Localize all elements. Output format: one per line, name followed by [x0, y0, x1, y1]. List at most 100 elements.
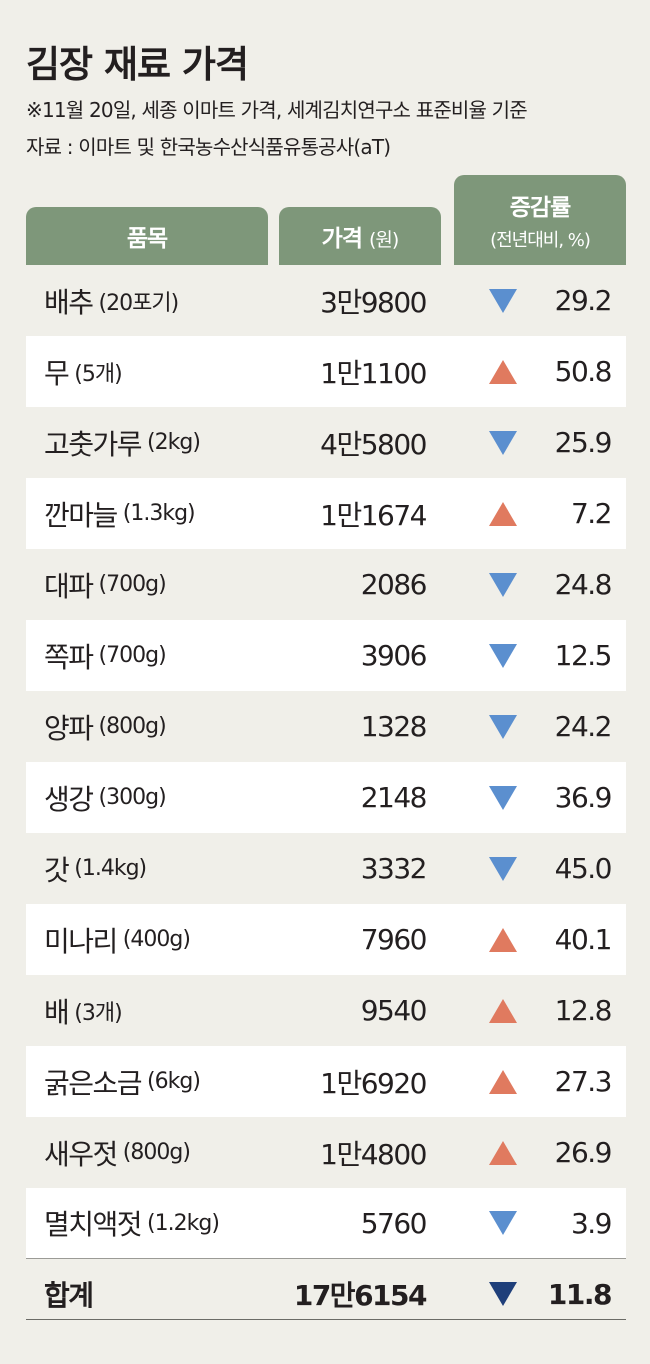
item-cell: 합계 [44, 1259, 94, 1329]
price-cell: 7960 [360, 923, 428, 956]
change-cell: 40.1 [466, 904, 613, 975]
price-cell: 2086 [360, 568, 428, 601]
item-cell: 양파 (800g) [44, 691, 167, 762]
item-unit: (800g) [98, 714, 167, 739]
change-value: 26.9 [554, 1136, 613, 1169]
header-change-label: 증감률 [509, 195, 571, 221]
chart-title: 김장 재료 가격 [26, 43, 249, 86]
item-name: 고춧가루 [44, 427, 143, 461]
item-unit: (1.4kg) [74, 856, 147, 881]
item-cell: 대파 (700g) [44, 549, 167, 620]
triangle-up-icon [488, 501, 518, 527]
table-row: 굵은소금 (6kg) 1만6920 27.3 [26, 1046, 626, 1117]
table-row: 깐마늘 (1.3kg) 1만1674 7.2 [26, 478, 626, 549]
item-cell: 미나리 (400g) [44, 904, 191, 975]
item-name: 새우젓 [44, 1137, 118, 1171]
change-cell: 36.9 [466, 762, 613, 833]
note-basis: ※11월 20일, 세종 이마트 가격, 세계김치연구소 표준비율 기준 [26, 98, 528, 122]
item-cell: 배추 (20포기) [44, 265, 179, 336]
change-value: 12.8 [554, 994, 613, 1027]
price-cell: 1만1674 [320, 498, 427, 532]
triangle-up-icon [488, 1140, 518, 1166]
item-cell: 쪽파 (700g) [44, 620, 167, 691]
change-value: 27.3 [554, 1065, 613, 1098]
change-value: 25.9 [554, 426, 613, 459]
item-name: 굵은소금 [44, 1066, 143, 1100]
note-source: 자료 : 이마트 및 한국농수산식품유통공사(aT) [26, 135, 391, 159]
item-name: 쪽파 [44, 640, 94, 674]
triangle-down-icon [488, 430, 518, 456]
price-cell: 17만6154 [293, 1279, 428, 1312]
item-unit: (6kg) [147, 1069, 201, 1094]
item-cell: 멸치액젓 (1.2kg) [44, 1188, 220, 1258]
table-row: 양파 (800g) 1328 24.2 [26, 691, 626, 762]
change-cell: 27.3 [466, 1046, 613, 1117]
header-price-label: 가격 [321, 226, 363, 252]
item-unit: (2kg) [147, 430, 201, 455]
price-cell: 4만5800 [320, 427, 427, 461]
table-row: 쪽파 (700g) 3906 12.5 [26, 620, 626, 691]
change-value: 7.2 [570, 497, 613, 530]
table-row: 새우젓 (800g) 1만4800 26.9 [26, 1117, 626, 1188]
header-change: 증감률 (전년대비, %) [454, 175, 626, 265]
item-unit: (5개) [74, 361, 122, 387]
header-change-unit: (전년대비, %) [490, 230, 591, 251]
item-cell: 고춧가루 (2kg) [44, 407, 201, 478]
change-value: 40.1 [554, 923, 613, 956]
item-name: 멸치액젓 [44, 1208, 143, 1241]
price-cell: 3만9800 [320, 285, 427, 319]
item-name: 배추 [44, 285, 94, 319]
triangle-down-icon [488, 714, 518, 740]
item-cell: 갓 (1.4kg) [44, 833, 147, 904]
item-name: 생강 [44, 782, 94, 816]
table-row: 생강 (300g) 2148 36.9 [26, 762, 626, 833]
table-bottom-rule [26, 1319, 626, 1320]
triangle-down-icon [488, 1210, 518, 1236]
change-value: 12.5 [554, 639, 613, 672]
triangle-up-icon [488, 927, 518, 953]
change-value: 24.8 [554, 568, 613, 601]
triangle-up-icon [488, 1069, 518, 1095]
header-item: 품목 [26, 207, 268, 265]
change-cell: 45.0 [466, 833, 613, 904]
triangle-up-icon [488, 998, 518, 1024]
change-cell: 50.8 [466, 336, 613, 407]
item-cell: 깐마늘 (1.3kg) [44, 478, 196, 549]
change-cell: 12.5 [466, 620, 613, 691]
change-cell: 26.9 [466, 1117, 613, 1188]
change-value: 24.2 [554, 710, 613, 743]
header-price: 가격 (원) [279, 207, 441, 265]
table-row: 미나리 (400g) 7960 40.1 [26, 904, 626, 975]
item-unit: (1.3kg) [122, 501, 196, 526]
price-cell: 3332 [360, 852, 428, 885]
item-cell: 배 (3개) [44, 975, 123, 1046]
item-name: 합계 [44, 1279, 94, 1312]
change-value: 45.0 [554, 852, 613, 885]
item-unit: (1.2kg) [147, 1210, 220, 1236]
item-unit: (400g) [122, 927, 191, 952]
total-row: 합계 17만6154 11.8 [26, 1259, 626, 1329]
triangle-down-icon [488, 572, 518, 598]
triangle-down-icon [488, 785, 518, 811]
price-cell: 3906 [360, 639, 428, 672]
change-cell: 3.9 [466, 1188, 613, 1258]
triangle-down-icon [488, 1281, 518, 1307]
price-cell: 1328 [360, 710, 428, 743]
triangle-up-icon [488, 359, 518, 385]
item-name: 양파 [44, 711, 94, 745]
item-name: 배 [44, 995, 70, 1029]
table-row: 무 (5개) 1만1100 50.8 [26, 336, 626, 407]
item-cell: 굵은소금 (6kg) [44, 1046, 201, 1117]
item-name: 대파 [44, 569, 94, 603]
price-cell: 9540 [360, 994, 428, 1027]
change-cell: 7.2 [466, 478, 613, 549]
table-row: 고춧가루 (2kg) 4만5800 25.9 [26, 407, 626, 478]
item-cell: 무 (5개) [44, 336, 123, 407]
price-cell: 1만6920 [320, 1066, 427, 1100]
item-unit: (300g) [98, 785, 167, 810]
item-name: 무 [44, 356, 70, 390]
item-unit: (800g) [122, 1140, 191, 1165]
change-cell: 12.8 [466, 975, 613, 1046]
change-cell: 24.2 [466, 691, 613, 762]
item-unit: (700g) [98, 643, 167, 668]
